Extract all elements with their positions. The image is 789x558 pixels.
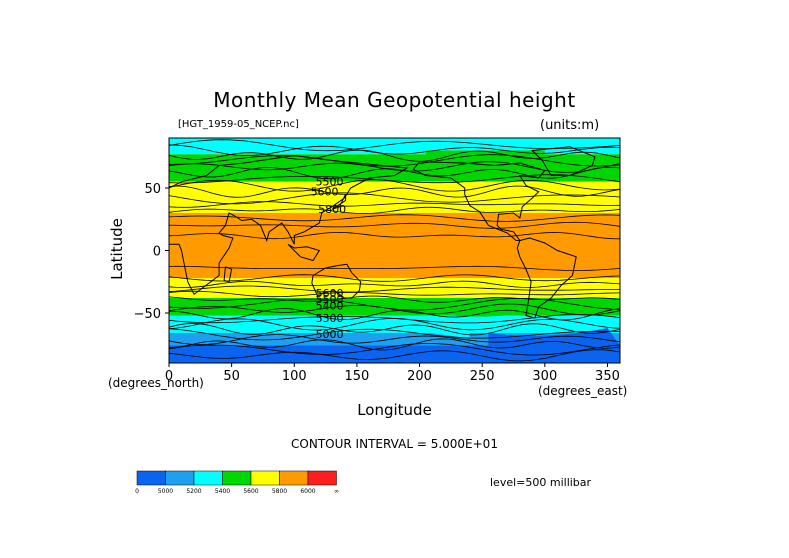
contour-line-6 [168, 174, 621, 184]
x-axis: 0 50 100 150 200 250 300 350 [165, 363, 620, 384]
contour-line-26 [168, 322, 621, 336]
colorbar-swatch-2 [193, 470, 223, 486]
x-tick-label: 150 [345, 369, 370, 384]
colorbar-swatch-1 [165, 470, 195, 486]
colorbar-label-0: 0 [135, 488, 139, 495]
colorbar-label-6: 6000 [300, 488, 315, 495]
y-axis: −50 0 50 [134, 182, 169, 322]
contour-line-21 [168, 297, 621, 311]
color-band-4 [169, 278, 620, 298]
contour-line-0 [168, 139, 621, 152]
coastline-7 [287, 243, 321, 262]
colorbar-label-7: ∞ [334, 488, 339, 495]
colorbar-swatch-5 [279, 470, 309, 486]
coastline-5 [223, 266, 233, 283]
contour-line-17 [168, 280, 621, 289]
contour-line-28 [168, 334, 621, 346]
contour-line-27 [168, 328, 621, 341]
contour-line-25 [168, 317, 621, 331]
contour-line-10 [168, 201, 621, 208]
x-tick-label: 250 [470, 369, 495, 384]
y-tick-label: −50 [134, 307, 161, 322]
color-band-8 [169, 345, 620, 363]
level-label: level=500 millibar [490, 476, 592, 489]
contour-label-4: 5500 [316, 293, 344, 306]
source-file-label: [HGT_1959-05_NCEP.nc] [178, 119, 299, 130]
coastline-1 [311, 263, 362, 299]
green-lobe [400, 303, 527, 317]
coastline-0 [168, 154, 409, 296]
contour-line-18 [168, 285, 621, 293]
x-tick-label: 300 [532, 369, 557, 384]
contour-label-3: 5600 [316, 287, 344, 300]
contour-line-15 [168, 265, 621, 271]
color-band-0 [169, 138, 620, 155]
contour-line-3 [169, 154, 621, 167]
contour-label-1: 5600 [311, 186, 339, 199]
contour-line-11 [168, 206, 621, 215]
coastline-3 [516, 237, 577, 319]
y-tick-label: 0 [153, 245, 161, 260]
contour-line-2 [168, 149, 621, 162]
contour-line-29 [168, 338, 621, 351]
colorbar: 0 5000 5200 5400 5600 5800 6000 ∞ [135, 470, 339, 495]
contour-line-13 [168, 221, 621, 229]
x-tick-label: 50 [223, 369, 240, 384]
contour-line-23 [168, 308, 621, 321]
x-tick-label: 350 [595, 369, 620, 384]
contour-line-1 [168, 144, 621, 156]
colorbar-swatch-0 [136, 470, 166, 486]
contour-line-8 [168, 185, 621, 198]
colorbar-label-5: 5800 [272, 488, 287, 495]
contour-line-7 [168, 179, 621, 192]
contour-line-14 [168, 231, 621, 240]
x-tick-label: 0 [165, 369, 173, 384]
colorbar-label-3: 5400 [215, 488, 230, 495]
colorbar-swatch-6 [307, 470, 337, 486]
y-tick-label: 50 [144, 182, 161, 197]
coastline-4 [531, 146, 596, 176]
x-tick-label: 200 [407, 369, 432, 384]
contour-label-5: 5400 [316, 299, 344, 312]
contour-label-6: 5300 [316, 312, 344, 325]
coastline-6 [331, 194, 347, 210]
y-axis-label: Latitude [107, 218, 126, 280]
colorbar-swatch-3 [222, 470, 252, 486]
contour-line-16 [168, 274, 621, 282]
color-band-1 [169, 154, 620, 182]
contour-label-0: 5500 [316, 176, 344, 189]
chart-title: Monthly Mean Geopotential height [213, 88, 576, 112]
contour-interval-label: CONTOUR INTERVAL = 5.000E+01 [291, 437, 498, 451]
units-label: (units:m) [540, 118, 600, 133]
colorbar-label-4: 5600 [243, 488, 258, 495]
x-unit-left-label: (degrees_north) [108, 376, 204, 390]
x-unit-right-label: (degrees_east) [538, 384, 628, 398]
x-axis-label: Longitude [357, 401, 432, 419]
coastline-2 [412, 161, 546, 241]
contour-line-12 [168, 214, 621, 222]
contour-line-31 [168, 349, 621, 362]
contour-label-2: 5800 [318, 203, 346, 216]
contour-label-7: 5000 [316, 328, 344, 341]
contour-line-19 [168, 290, 621, 298]
colorbar-label-2: 5200 [186, 488, 201, 495]
contour-line-5 [168, 166, 621, 180]
cyan-lobe [356, 319, 470, 338]
contour-line-22 [168, 303, 621, 316]
x-tick-label: 100 [282, 369, 307, 384]
colorbar-swatch-4 [250, 470, 280, 486]
coastlines [168, 146, 596, 319]
colorbar-label-1: 5000 [158, 488, 173, 495]
contour-line-9 [168, 192, 621, 205]
contour-line-30 [168, 343, 621, 356]
